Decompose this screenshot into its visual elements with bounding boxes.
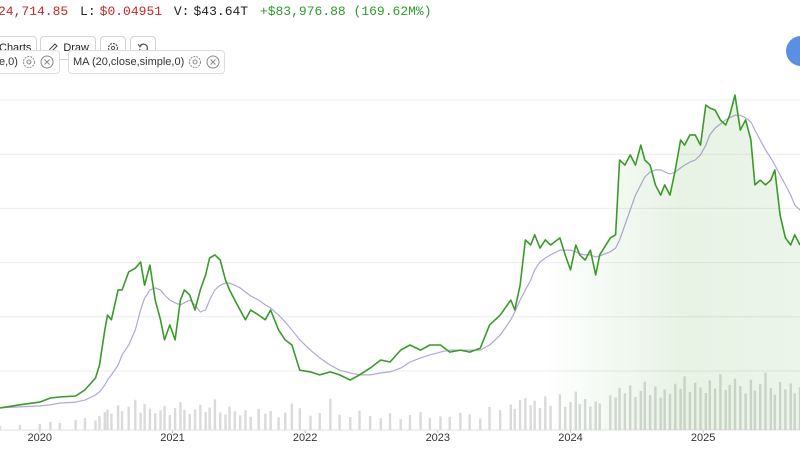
x-tick-label: 2022 bbox=[293, 432, 317, 444]
volume-label: V: bbox=[173, 4, 190, 19]
price-area bbox=[0, 95, 800, 430]
x-tick-label: 2023 bbox=[426, 432, 450, 444]
volume-value: $43.64T bbox=[193, 4, 249, 19]
x-tick-label: 2021 bbox=[160, 432, 184, 444]
avatar-button[interactable] bbox=[786, 36, 800, 66]
x-tick-label: 2024 bbox=[558, 432, 582, 444]
indicator-label: e,0) bbox=[0, 56, 18, 68]
last-price: 24,714.85 bbox=[0, 4, 69, 19]
change: +$83,976.88 (169.62M%) bbox=[259, 4, 432, 19]
close-icon[interactable] bbox=[206, 55, 220, 69]
header: 24,714.85 L: $0.04951 V: $43.64T +$83,976.… bbox=[0, 4, 436, 19]
gear-icon[interactable] bbox=[188, 55, 202, 69]
indicator-label: MA (20,close,simple,0) bbox=[73, 56, 185, 68]
gear-icon[interactable] bbox=[22, 55, 36, 69]
close-icon[interactable] bbox=[40, 55, 54, 69]
indicator-chip[interactable]: e,0) bbox=[0, 50, 60, 74]
indicator-chip[interactable]: MA (20,close,simple,0) bbox=[68, 50, 225, 74]
x-tick-label: 2025 bbox=[691, 432, 715, 444]
price-line bbox=[0, 94, 800, 409]
low-label: L: bbox=[80, 4, 96, 19]
low-value: $0.04951 bbox=[99, 4, 163, 19]
x-tick-label: 2020 bbox=[28, 432, 52, 444]
